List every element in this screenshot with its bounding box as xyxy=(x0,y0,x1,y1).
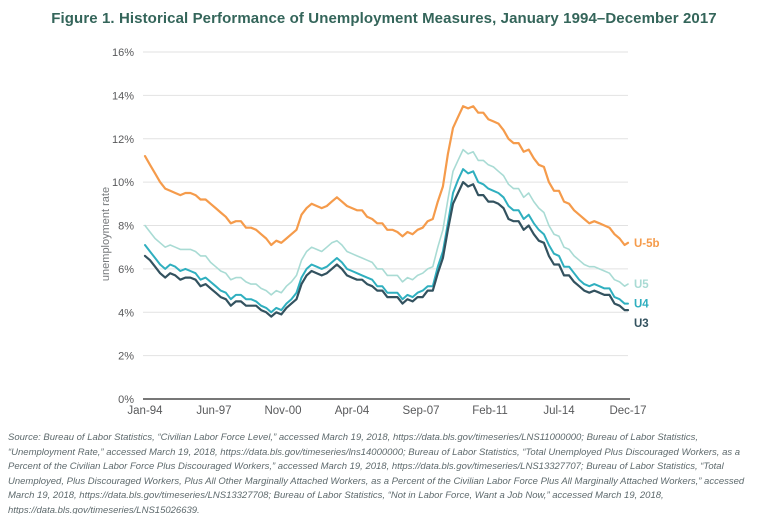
y-axis-title: unemployment rate xyxy=(100,187,112,281)
series-label-u5b: U-5b xyxy=(634,238,660,250)
y-tick-label: 2% xyxy=(118,351,134,363)
series-line-u5b xyxy=(143,105,630,247)
y-tick-label: 8% xyxy=(118,221,134,233)
unemployment-line-chart: 0% 2% 4% 6% 8% 10% 12% 14% 16% unemployment rate J… xyxy=(100,47,660,417)
figure-title: Figure 1. Historical Performance of Unem… xyxy=(51,10,717,27)
x-tick-label: Apr-04 xyxy=(335,405,370,417)
x-tick-label: Jul-14 xyxy=(543,405,575,417)
series-line-u4 xyxy=(144,168,629,314)
x-tick-label: Nov-00 xyxy=(264,405,301,417)
x-tick-label: Jan-94 xyxy=(127,405,163,417)
y-tick-label: 16% xyxy=(112,47,134,59)
x-tick-label: Sep-07 xyxy=(402,405,439,417)
y-tick-label: 6% xyxy=(118,264,134,276)
y-tick-label: 4% xyxy=(118,307,134,319)
x-tick-label: Dec-17 xyxy=(609,405,646,417)
series-label-u5: U5 xyxy=(634,279,649,291)
source-citation: Source: Bureau of Labor Statistics, “Civ… xyxy=(8,432,745,514)
series-label-u4: U4 xyxy=(634,299,649,311)
y-tick-label: 10% xyxy=(112,177,134,189)
series-line-u3 xyxy=(143,181,630,318)
y-tick-label: 0% xyxy=(118,394,134,406)
y-tick-label: 12% xyxy=(112,134,134,146)
x-tick-label: Feb-11 xyxy=(472,405,508,417)
series-line-u5 xyxy=(144,148,629,296)
y-tick-label: 14% xyxy=(112,90,134,102)
series-label-u3: U3 xyxy=(634,318,649,330)
x-tick-label: Jun-97 xyxy=(196,405,231,417)
